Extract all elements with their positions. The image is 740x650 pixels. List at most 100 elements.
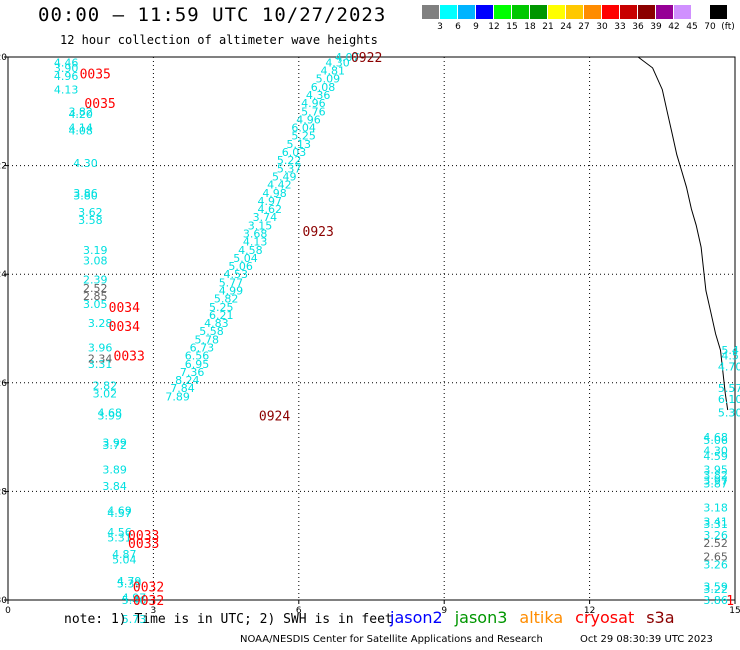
colorbar-label: 36 bbox=[632, 22, 644, 32]
wave-height-label: 4.53 bbox=[224, 268, 249, 281]
wave-height-label: 4.30 bbox=[73, 157, 98, 170]
time-annotation: 0033 bbox=[128, 529, 159, 544]
colorbar-swatch bbox=[530, 5, 547, 19]
colorbar-swatch bbox=[692, 5, 709, 19]
wave-height-label: 3.31 bbox=[88, 358, 113, 371]
wave-height-label: 5.31 bbox=[107, 532, 132, 545]
wave-height-label: 3.86 bbox=[73, 187, 98, 200]
wave-height-label: 4.68 bbox=[703, 431, 728, 444]
wave-height-label: 3.72 bbox=[102, 439, 127, 452]
wave-height-label: 4.97 bbox=[257, 195, 282, 208]
legend-item: jason3 bbox=[454, 608, 508, 627]
coastline bbox=[637, 56, 729, 411]
wave-height-label: 4.69 bbox=[107, 504, 132, 517]
wave-height-label: 3.74 bbox=[253, 211, 278, 224]
wave-height-label: 5.58 bbox=[199, 325, 224, 338]
y-tick-label: -20 bbox=[0, 53, 7, 63]
chart-note: note: 1) Time is in UTC; 2) SWH is in fe… bbox=[64, 612, 393, 627]
time-annotation: 0923 bbox=[303, 225, 334, 240]
colorbar-swatch bbox=[548, 5, 565, 19]
colorbar-label: 6 bbox=[455, 22, 461, 32]
colorbar-label: 9 bbox=[473, 22, 479, 32]
wave-height-label: 4.46 bbox=[54, 56, 79, 69]
wave-height-label: 8.24 bbox=[175, 374, 200, 387]
wave-height-label: 4.79 bbox=[117, 575, 142, 588]
footer-credit: NOAA/NESDIS Center for Satellite Applica… bbox=[240, 634, 543, 645]
colorbar-label: 70 bbox=[704, 22, 716, 32]
wave-height-label: 7.89 bbox=[165, 390, 190, 403]
wave-height-label: 5.78 bbox=[194, 333, 219, 346]
wave-height-label: 4.57 bbox=[107, 507, 132, 520]
y-tick-label: -24 bbox=[0, 270, 7, 280]
wave-height-label: 4.97 bbox=[122, 591, 147, 604]
colorbar-swatch bbox=[422, 5, 439, 19]
time-annotation: 0032 bbox=[133, 594, 164, 609]
wave-height-label: 6.95 bbox=[185, 358, 210, 371]
wave-height-label: 5.25 bbox=[209, 301, 234, 314]
wave-height-label: 3.08 bbox=[83, 255, 108, 268]
wave-height-label: 5.82 bbox=[214, 293, 239, 306]
wave-height-label: 3.82 bbox=[703, 469, 728, 482]
wave-height-label: 5.06 bbox=[703, 434, 728, 447]
wave-height-label: 6.08 bbox=[311, 81, 336, 94]
wave-height-label: 4.96 bbox=[54, 70, 79, 83]
wave-height-label: 4.62 bbox=[257, 203, 282, 216]
wave-height-label: 3.96 bbox=[88, 342, 113, 355]
colorbar-label: (ft) bbox=[721, 22, 735, 32]
x-tick-label: 3 bbox=[151, 606, 157, 616]
y-tick-label: -26 bbox=[0, 379, 7, 389]
wave-height-label: 2.34 bbox=[88, 352, 113, 365]
legend-item: s3a bbox=[646, 608, 675, 627]
satellite-legend: jason2 jason3 altika cryosat s3a bbox=[390, 608, 687, 627]
wave-height-label: 3.58 bbox=[78, 214, 103, 227]
colorbar-label: 42 bbox=[668, 22, 680, 32]
colorbar-label: 12 bbox=[488, 22, 500, 32]
time-annotation: 0922 bbox=[351, 51, 382, 66]
time-annotation: 0033 bbox=[128, 537, 159, 552]
wave-height-label: 3.19 bbox=[83, 244, 108, 257]
wave-height-label: 4.68 bbox=[98, 407, 123, 420]
wave-height-label: 5.4 bbox=[721, 344, 739, 357]
x-tick-label: 9 bbox=[441, 606, 447, 616]
x-tick-label: 0 bbox=[5, 606, 11, 616]
wave-height-label: 4.58 bbox=[238, 244, 263, 257]
wave-height-label: 4.13 bbox=[243, 236, 268, 249]
colorbar-swatch bbox=[674, 5, 691, 19]
time-annotation: 0035 bbox=[80, 67, 111, 82]
wave-height-label: 3.02 bbox=[93, 388, 118, 401]
wave-height-label: 3.68 bbox=[243, 227, 268, 240]
wave-height-label: 5.13 bbox=[287, 138, 312, 151]
wave-height-label: 3.99 bbox=[102, 437, 127, 450]
colorbar-label: 15 bbox=[506, 22, 518, 32]
wave-height-label: 4.81 bbox=[320, 65, 345, 78]
wave-height-label: 5.39 bbox=[117, 578, 142, 591]
wave-height-label: 3.28 bbox=[88, 317, 113, 330]
wave-height-label: 4.87 bbox=[112, 548, 137, 561]
wave-height-label: 4.13 bbox=[54, 84, 79, 97]
wave-height-label: 3.26 bbox=[703, 529, 728, 542]
wave-height-label: 3.26 bbox=[703, 559, 728, 572]
chart-subtitle: 12 hour collection of altimeter wave hei… bbox=[60, 33, 378, 47]
wave-height-label: 3.89 bbox=[102, 464, 127, 477]
legend-item: cryosat bbox=[575, 608, 635, 627]
colorbar-label: 21 bbox=[542, 22, 554, 32]
wave-height-label: 4.20 bbox=[68, 108, 93, 121]
colorbar-label: 39 bbox=[650, 22, 662, 32]
wave-height-label: 3.05 bbox=[83, 298, 108, 311]
colorbar-swatch bbox=[458, 5, 475, 19]
wave-height-label: 6.03 bbox=[282, 146, 307, 159]
wave-height-label: 5.25 bbox=[291, 130, 316, 143]
wave-height-label: 5.09 bbox=[316, 73, 341, 86]
page-title: 00:00 – 11:59 UTC 10/27/2023 bbox=[38, 4, 387, 26]
colorbar-label: 30 bbox=[596, 22, 608, 32]
wave-height-label: 3.15 bbox=[248, 219, 273, 232]
wave-height-label: 4.30 bbox=[703, 445, 728, 458]
wave-height-label: 4.36 bbox=[306, 89, 331, 102]
wave-height-label: 4.83 bbox=[204, 317, 229, 330]
x-tick-label: 6 bbox=[296, 606, 302, 616]
wave-height-label: 4.59 bbox=[703, 450, 728, 463]
colorbar-label: 3 bbox=[437, 22, 443, 32]
wave-height-label: 3.97 bbox=[703, 475, 728, 488]
colorbar-swatch bbox=[620, 5, 637, 19]
wave-height-label: 5.37 bbox=[277, 162, 302, 175]
